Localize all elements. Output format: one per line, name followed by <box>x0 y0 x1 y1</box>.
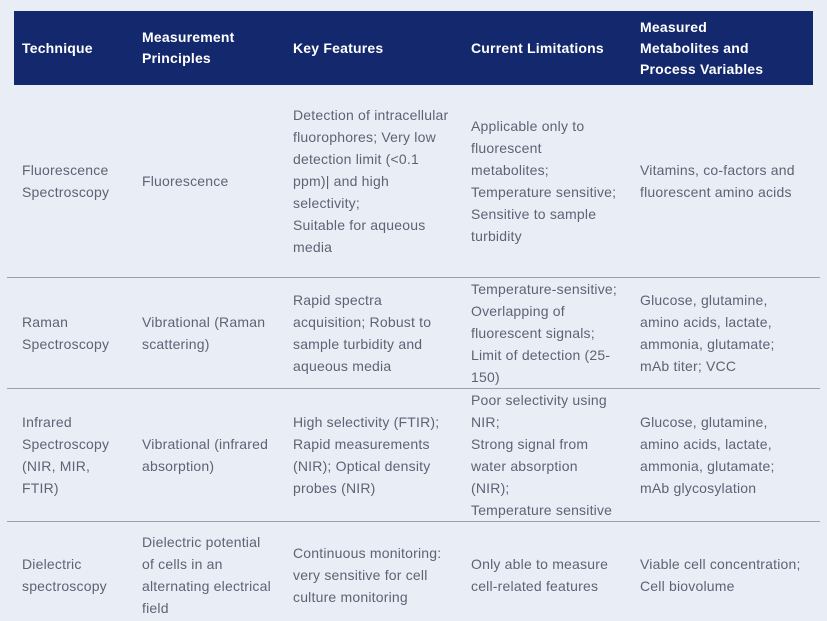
column-header-measurement-principles: Measurement Principles <box>142 29 235 66</box>
cell-current-limitations: Only able to measure cell-related featur… <box>471 555 609 594</box>
cell-key-features: Continuous monitoring: very sensitive fo… <box>293 544 442 605</box>
column-header-current-limitations: Current Limitations <box>471 39 604 56</box>
table-row-raman-spectroscopy: Raman Spectroscopy Vibrational (Raman sc… <box>7 277 820 388</box>
cell-measurement-principles: Vibrational (infrared absorption) <box>142 436 269 474</box>
cell-measurement-principles: Fluorescence <box>142 173 229 189</box>
cell-technique: Raman Spectroscopy <box>22 314 110 352</box>
cell-measured-metabolites: Glucose, glutamine, amino acids, lactate… <box>640 292 775 374</box>
cell-current-limitations: Applicable only to fluorescent metabolit… <box>471 118 617 244</box>
cell-measured-metabolites: Viable cell concentration; Cell biovolum… <box>640 555 801 594</box>
cell-measured-metabolites: Vitamins, co-factors and fluorescent ami… <box>640 162 795 200</box>
cell-key-features: High selectivity (FTIR); Rapid measureme… <box>293 414 440 496</box>
column-header-measured-metabolites: Measured Metabolites and Process Variabl… <box>640 18 764 77</box>
cell-current-limitations: Poor selectivity using NIR; Strong signa… <box>471 392 613 518</box>
cell-technique: Fluorescence Spectroscopy <box>22 162 110 200</box>
table-row-infrared-spectroscopy: Infrared Spectroscopy (NIR, MIR, FTIR) V… <box>7 388 820 521</box>
column-header-technique: Technique <box>22 39 93 56</box>
cell-technique: Infrared Spectroscopy (NIR, MIR, FTIR) <box>22 414 110 496</box>
cell-current-limitations: Temperature-sensitive; Overlapping of fl… <box>471 281 618 385</box>
cell-measurement-principles: Dielectric potential of cells in an alte… <box>142 533 271 616</box>
table-row-dielectric-spectroscopy: Dielectric spectroscopy Dielectric poten… <box>7 521 820 621</box>
table-row-fluorescence-spectroscopy: Fluorescence Spectroscopy Fluorescence D… <box>7 85 820 277</box>
cell-key-features: Detection of intracellular fluorophores;… <box>293 107 449 255</box>
cell-measured-metabolites: Glucose, glutamine, amino acids, lactate… <box>640 414 775 496</box>
cell-technique: Dielectric spectroscopy <box>22 555 107 594</box>
table-body: Fluorescence Spectroscopy Fluorescence D… <box>7 85 820 621</box>
cell-measurement-principles: Vibrational (Raman scattering) <box>142 314 266 352</box>
column-header-key-features: Key Features <box>293 39 384 56</box>
cell-key-features: Rapid spectra acquisition; Robust to sam… <box>293 292 432 374</box>
table-header-row: Technique Measurement Principles Key Fea… <box>14 11 813 85</box>
